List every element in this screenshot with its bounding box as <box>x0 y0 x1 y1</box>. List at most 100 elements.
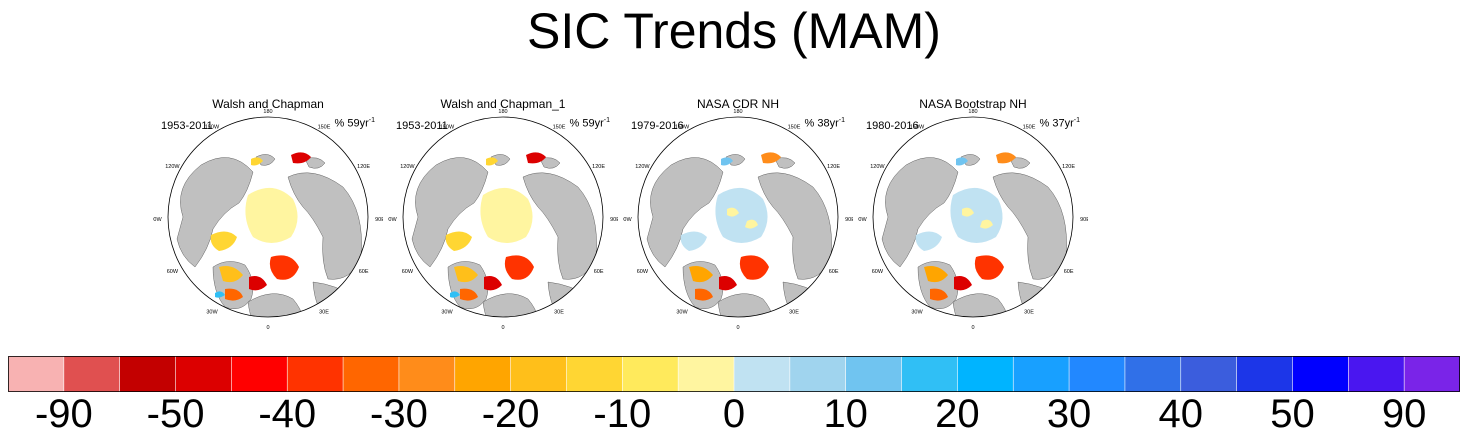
colorbar-tick-label: 50 <box>1270 392 1315 436</box>
longitude-label: 120E <box>827 164 840 170</box>
colorbar-swatch <box>622 356 679 392</box>
longitude-label: 60W <box>872 269 884 275</box>
longitude-label: 60W <box>637 269 649 275</box>
longitude-label: 60E <box>1064 269 1074 275</box>
longitude-label: 30W <box>441 310 453 316</box>
map-panel: 180 150E 120E 90E 60E 30E 0 30W 60W 90W 120W 150W Wa… <box>153 92 383 332</box>
colorbar-swatch <box>287 356 344 392</box>
longitude-label: 90E <box>845 217 853 223</box>
colorbar-tick-label: 10 <box>823 392 868 436</box>
longitude-label: 60E <box>829 269 839 275</box>
colorbar-tick-label: -50 <box>146 392 205 436</box>
barents-decline <box>504 255 534 280</box>
colorbar-swatch <box>119 356 177 392</box>
panel-period: 1953-2011 <box>396 120 448 132</box>
colorbar-swatch <box>1124 356 1182 392</box>
longitude-label: 120W <box>635 164 650 170</box>
colorbar-tick-label: -20 <box>481 392 540 436</box>
longitude-label: 0 <box>501 325 504 331</box>
longitude-label: 120E <box>592 164 605 170</box>
colorbar-tick-label: 90 <box>1381 392 1427 436</box>
colorbar-swatch <box>1069 356 1126 392</box>
colorbar-tick-label: -40 <box>258 392 317 436</box>
arctic-basin-trend <box>950 187 1003 243</box>
panel-units: % 59yr-1 <box>334 117 375 130</box>
colorbar-swatch <box>510 356 567 392</box>
panel-units: % 37yr-1 <box>1039 117 1080 130</box>
land-mass <box>992 172 1067 280</box>
longitude-label: 0 <box>266 325 269 331</box>
colorbar-tick-label: 0 <box>722 392 746 436</box>
barents-decline <box>739 255 769 280</box>
colorbar-tick-label: 20 <box>935 392 980 436</box>
land-mass <box>547 281 589 317</box>
colorbar-swatch <box>734 356 791 392</box>
panel-title: NASA CDR NH <box>696 97 779 111</box>
colorbar-swatch <box>1404 356 1460 392</box>
longitude-label: 0 <box>736 325 739 331</box>
longitude-label: 30W <box>676 310 688 316</box>
longitude-label: 150E <box>788 124 801 130</box>
longitude-label: 150W <box>910 124 925 130</box>
colorbar-tick-label: -90 <box>34 392 93 436</box>
longitude-label: 30W <box>911 310 923 316</box>
arctic-basin-trend <box>480 187 533 243</box>
land-mass <box>482 293 540 317</box>
colorbar-swatch <box>231 356 288 392</box>
colorbar-swatch <box>1292 356 1349 392</box>
map-boundary <box>872 116 1074 318</box>
land-mass <box>176 157 254 268</box>
longitude-label: 180 <box>263 109 272 115</box>
longitude-label: 90W <box>388 217 397 223</box>
longitude-label: 60E <box>594 269 604 275</box>
colorbar-swatch <box>1348 356 1405 392</box>
map-panel: 180 150E 120E 90E 60E 30E 0 30W 60W 90W 120W 150W NA… <box>858 92 1088 332</box>
longitude-label: 30E <box>554 310 564 316</box>
land-mass <box>287 172 362 280</box>
longitude-label: 120W <box>165 164 180 170</box>
colorbar-swatch <box>343 356 400 392</box>
barents-decline <box>974 255 1004 280</box>
panel-period: 1979-2016 <box>631 120 684 132</box>
longitude-label: 120E <box>357 164 370 170</box>
longitude-label: 120E <box>1062 164 1075 170</box>
longitude-label: 150W <box>205 124 220 130</box>
colorbar-swatch <box>398 356 456 392</box>
colorbar-swatch <box>566 356 623 392</box>
colorbar-swatch <box>789 356 847 392</box>
land-mass <box>247 293 305 317</box>
colorbar-swatch <box>8 356 65 392</box>
longitude-label: 60W <box>402 269 414 275</box>
longitude-label: 60W <box>167 269 179 275</box>
land-mass <box>539 157 561 169</box>
land-mass <box>304 157 326 169</box>
colorbar-tick-label: 30 <box>1046 392 1092 436</box>
land-mass <box>312 281 354 317</box>
longitude-label: 150W <box>675 124 690 130</box>
colorbar-swatch <box>901 356 958 392</box>
colorbar-swatch <box>678 356 735 392</box>
map-boundary <box>637 116 839 318</box>
longitude-label: 120W <box>870 164 885 170</box>
longitude-label: 30E <box>789 310 799 316</box>
colorbar-swatch <box>175 356 232 392</box>
longitude-label: 30W <box>206 310 218 316</box>
longitude-label: 150E <box>318 124 331 130</box>
colorbar-swatch <box>957 356 1014 392</box>
colorbar-tick-label: 40 <box>1158 392 1204 436</box>
arctic-basin-trend <box>245 187 298 243</box>
arctic-basin-trend <box>715 187 768 243</box>
longitude-label: 150E <box>1023 124 1036 130</box>
land-mass <box>522 172 597 280</box>
longitude-label: 180 <box>968 109 977 115</box>
longitude-label: 150W <box>440 124 455 130</box>
colorbar-swatch <box>1236 356 1293 392</box>
map-panel: 180 150E 120E 90E 60E 30E 0 30W 60W 90W 120W 150W Wa… <box>388 92 618 332</box>
colorbar-tick-label: -30 <box>370 392 428 436</box>
panel-title: Walsh and Chapman_1 <box>440 97 566 111</box>
panel-title: Walsh and Chapman <box>212 97 324 111</box>
colorbar-swatch <box>1013 356 1070 392</box>
colorbar-swatch <box>845 356 903 392</box>
colorbar <box>8 356 1460 392</box>
map-panel: 180 150E 120E 90E 60E 30E 0 30W 60W 90W 120W 150W NA… <box>623 92 853 332</box>
